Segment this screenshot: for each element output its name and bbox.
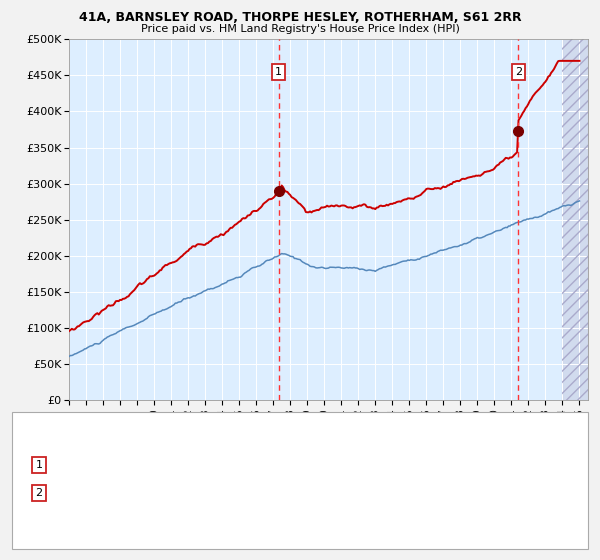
Text: 2: 2	[35, 488, 43, 498]
Text: £290,000: £290,000	[204, 460, 257, 470]
Legend: 41A, BARNSLEY ROAD, THORPE HESLEY, ROTHERHAM, S61 2RR (detached house), HPI: Ave: 41A, BARNSLEY ROAD, THORPE HESLEY, ROTHE…	[35, 418, 470, 444]
Text: 57% ↑ HPI: 57% ↑ HPI	[354, 488, 413, 498]
Bar	[562, 39, 588, 400]
Text: 1: 1	[275, 67, 283, 77]
Text: 56% ↑ HPI: 56% ↑ HPI	[354, 460, 413, 470]
Text: £372,500: £372,500	[204, 488, 257, 498]
Bar	[562, 39, 588, 400]
Text: Price paid vs. HM Land Registry's House Price Index (HPI): Price paid vs. HM Land Registry's House …	[140, 24, 460, 34]
Text: 02-MAY-2007: 02-MAY-2007	[69, 460, 141, 470]
Text: 1: 1	[35, 460, 43, 470]
Text: 41A, BARNSLEY ROAD, THORPE HESLEY, ROTHERHAM, S61 2RR: 41A, BARNSLEY ROAD, THORPE HESLEY, ROTHE…	[79, 11, 521, 24]
Text: 2: 2	[515, 67, 522, 77]
Text: Contains HM Land Registry data © Crown copyright and database right 2024.
This d: Contains HM Land Registry data © Crown c…	[24, 522, 364, 542]
Text: 27-MAY-2021: 27-MAY-2021	[69, 488, 141, 498]
